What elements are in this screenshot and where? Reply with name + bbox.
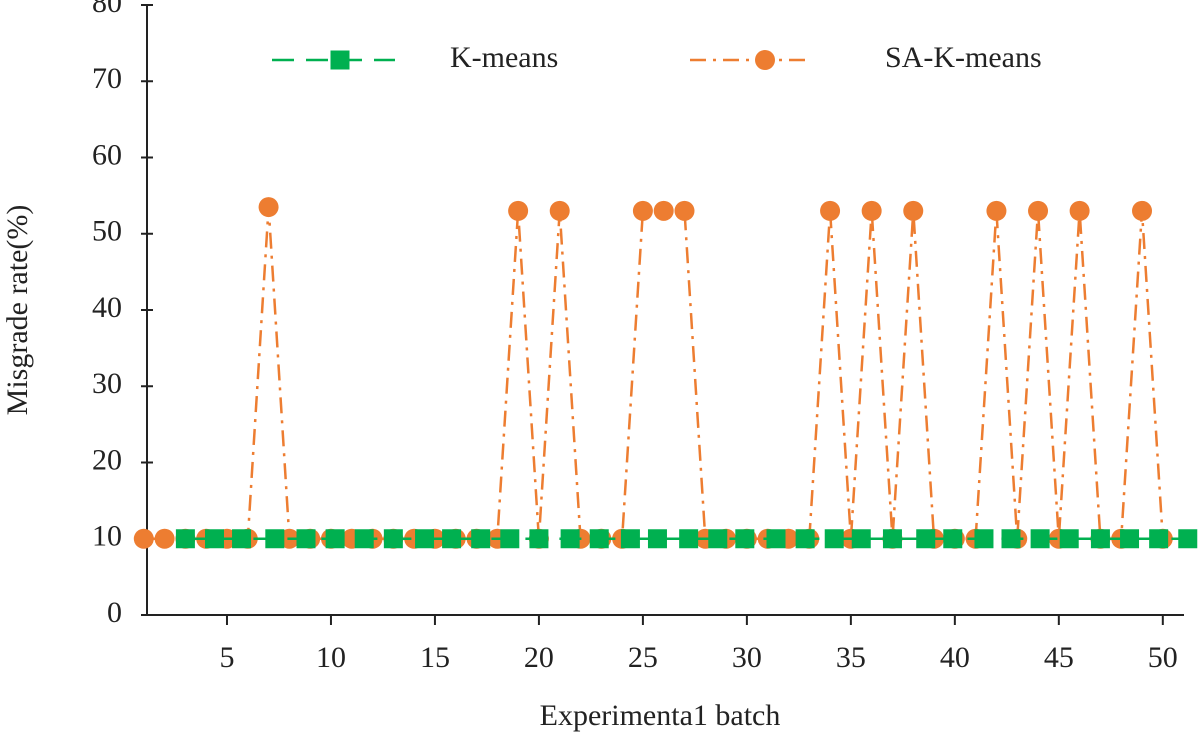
data-point	[175, 529, 195, 549]
data-point	[500, 529, 520, 549]
data-point	[1030, 529, 1050, 549]
data-point	[735, 529, 755, 549]
data-point	[560, 529, 580, 549]
data-point	[471, 529, 491, 549]
x-tick-label: 35	[836, 641, 866, 674]
series-line	[143, 207, 1165, 541]
data-point	[903, 200, 924, 221]
data-point	[1132, 200, 1153, 221]
data-point	[882, 529, 902, 549]
data-point	[820, 200, 841, 221]
data-point	[549, 200, 570, 221]
x-tick-label: 50	[1148, 641, 1178, 674]
data-point	[1069, 200, 1090, 221]
data-point	[824, 529, 844, 549]
data-point	[916, 529, 936, 549]
x-tick-label: 25	[628, 641, 658, 674]
data-point	[1001, 529, 1021, 549]
y-tick-label: 10	[92, 520, 122, 553]
data-point	[258, 197, 279, 218]
data-point	[296, 529, 316, 549]
data-point	[974, 529, 994, 549]
data-point	[205, 529, 225, 549]
x-tick-label: 45	[1044, 641, 1074, 674]
data-point	[986, 200, 1007, 221]
legend-marker	[755, 50, 775, 70]
data-point	[529, 529, 549, 549]
data-point	[589, 529, 609, 549]
x-tick-label: 15	[420, 641, 450, 674]
data-point	[1120, 529, 1140, 549]
data-point	[647, 529, 667, 549]
data-point	[861, 200, 882, 221]
y-tick-label: 20	[92, 443, 122, 476]
data-point	[679, 529, 699, 549]
y-axis-label: Misgrade rate(%)	[1, 205, 34, 416]
data-point	[442, 529, 462, 549]
x-axis-label: Experimenta1 batch	[540, 699, 781, 732]
data-point	[1149, 529, 1169, 549]
data-point	[708, 529, 728, 549]
data-point	[133, 528, 154, 549]
data-point	[1059, 529, 1079, 549]
data-point	[325, 529, 345, 549]
data-point	[1090, 529, 1110, 549]
y-tick-label: 0	[107, 596, 122, 629]
y-tick-label: 30	[92, 367, 122, 400]
data-point	[232, 529, 252, 549]
y-tick-label: 40	[92, 291, 122, 324]
data-point	[674, 200, 695, 221]
data-point	[154, 528, 175, 549]
data-point	[943, 529, 963, 549]
data-point	[1178, 529, 1198, 549]
y-tick-label: 50	[92, 215, 122, 248]
data-point	[851, 529, 871, 549]
x-tick-label: 10	[316, 641, 346, 674]
data-point	[508, 200, 529, 221]
data-point	[653, 200, 674, 221]
data-point	[383, 529, 403, 549]
y-tick-label: 80	[92, 0, 122, 19]
x-tick-label: 20	[524, 641, 554, 674]
data-point	[1028, 200, 1049, 221]
data-point	[632, 200, 653, 221]
legend-label: SA-K-means	[885, 41, 1042, 74]
legend-label: K-means	[450, 41, 558, 74]
data-point	[795, 529, 815, 549]
data-point	[415, 529, 435, 549]
data-point	[265, 529, 285, 549]
data-point	[620, 529, 640, 549]
legend-marker	[330, 50, 350, 70]
data-point	[766, 529, 786, 549]
data-point	[354, 529, 374, 549]
x-tick-label: 30	[732, 641, 762, 674]
y-tick-label: 70	[92, 62, 122, 95]
x-tick-label: 5	[219, 641, 234, 674]
x-tick-label: 40	[940, 641, 970, 674]
y-tick-label: 60	[92, 138, 122, 171]
